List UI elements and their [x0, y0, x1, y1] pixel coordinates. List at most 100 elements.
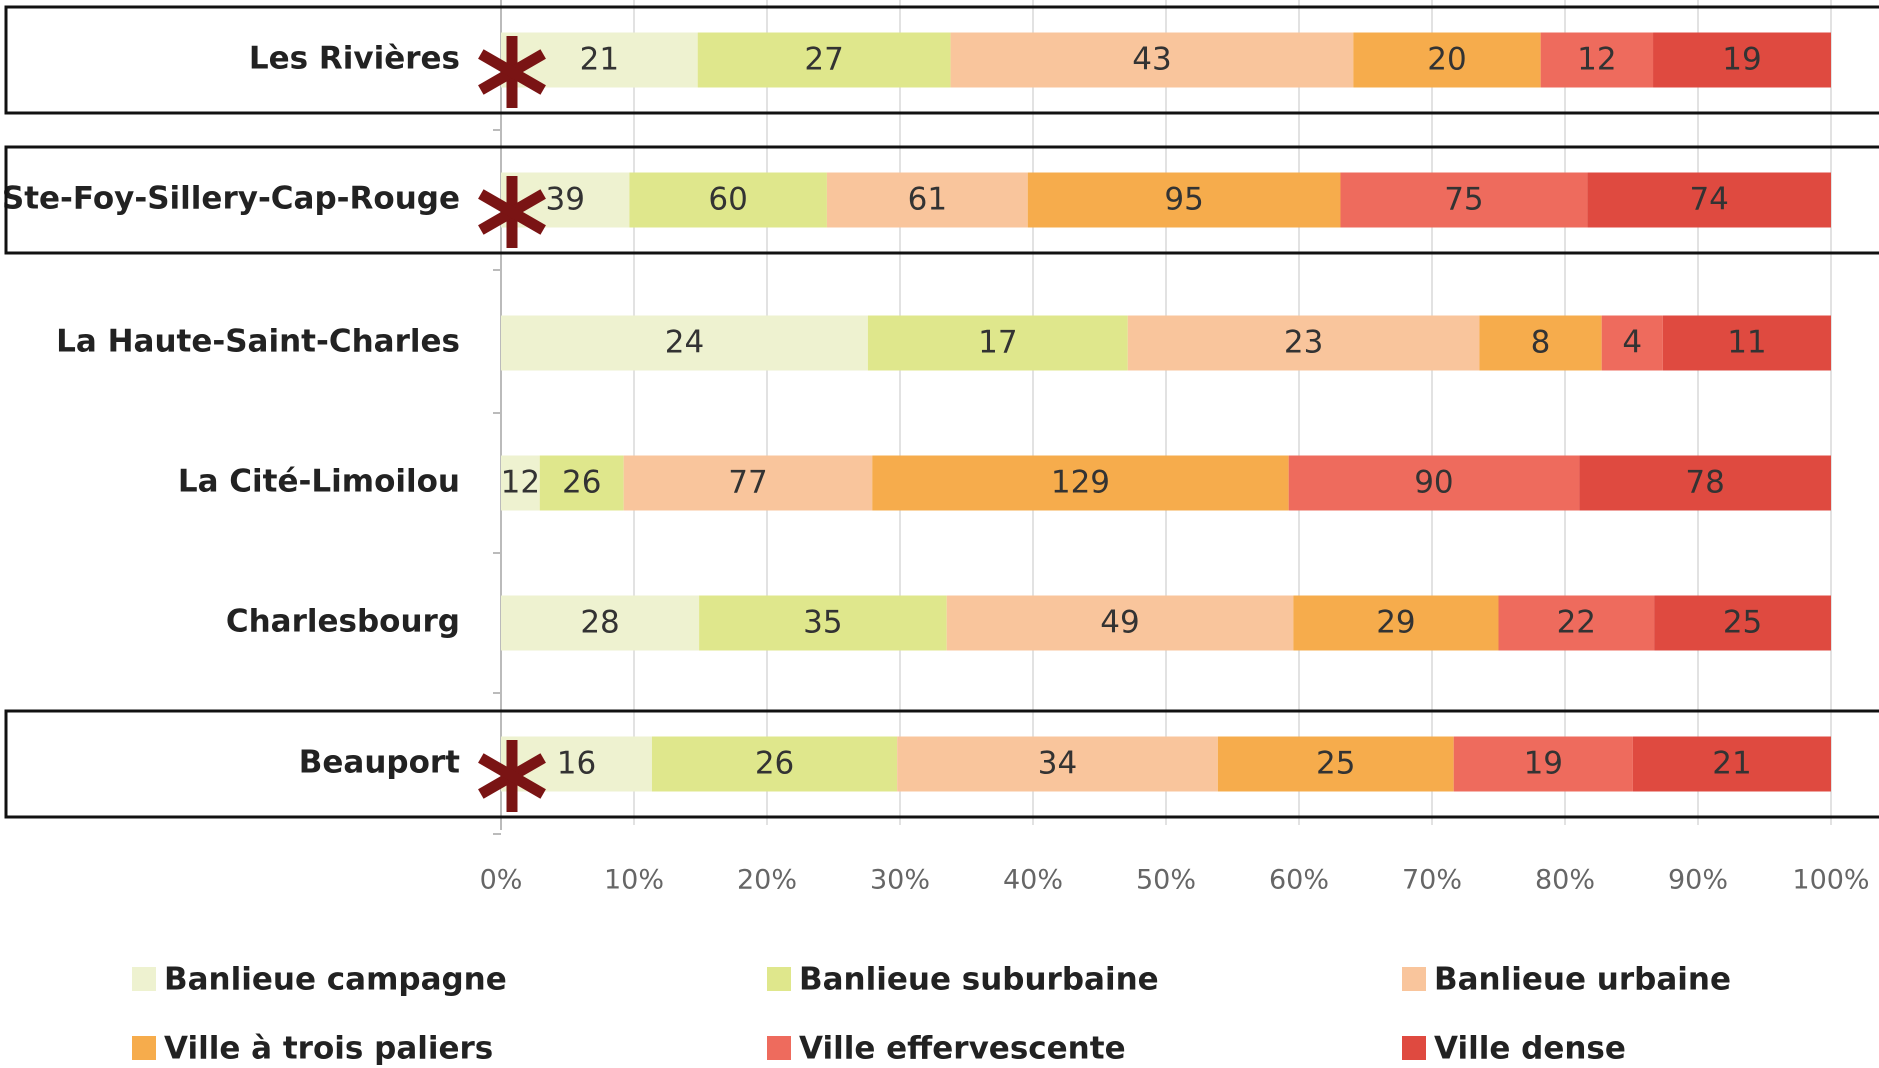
- data-label: 21: [580, 42, 619, 78]
- bar-segment: [629, 172, 827, 228]
- highlight-asterisk: [478, 189, 546, 235]
- legend-swatch: [132, 967, 156, 991]
- data-label: 61: [908, 182, 947, 218]
- x-tick-label: 70%: [1402, 865, 1462, 896]
- data-label: 20: [1427, 42, 1466, 78]
- highlight-box: [4, 709, 1879, 819]
- bar-segment: [699, 595, 947, 651]
- data-label: 60: [708, 182, 747, 218]
- data-label: 78: [1685, 465, 1724, 501]
- data-label: 16: [557, 746, 596, 782]
- legend-swatch: [767, 967, 791, 991]
- bar-segment: [897, 736, 1218, 792]
- legend-swatch: [1402, 1036, 1426, 1060]
- data-label: 22: [1557, 605, 1596, 641]
- category-label: La Haute-Saint-Charles: [56, 324, 460, 360]
- data-label: 28: [580, 605, 619, 641]
- data-label: 43: [1132, 42, 1171, 78]
- legend-swatch: [132, 1036, 156, 1060]
- data-label: 11: [1727, 325, 1766, 361]
- data-label: 26: [755, 746, 794, 782]
- data-label: 74: [1689, 182, 1728, 218]
- bar-segment: [1027, 172, 1341, 228]
- bar-segment: [1587, 172, 1831, 228]
- bar-segment: [867, 315, 1128, 371]
- bar-segment: [1498, 595, 1655, 651]
- data-label: 21: [1712, 746, 1751, 782]
- data-label: 35: [803, 605, 842, 641]
- legend-label: Ville effervescente: [799, 1031, 1126, 1067]
- bar-segment: [1579, 455, 1831, 511]
- bar-segment: [1601, 315, 1663, 371]
- data-label: 34: [1038, 746, 1077, 782]
- bar-segment: [501, 595, 700, 651]
- x-tick-label: 0%: [480, 865, 523, 896]
- bar-segment: [1340, 172, 1588, 228]
- highlight-asterisk: [478, 753, 546, 799]
- data-label: 129: [1051, 465, 1110, 501]
- highlight-box: [4, 145, 1879, 255]
- bar-segment: [1288, 455, 1580, 511]
- bar-segment: [1479, 315, 1602, 371]
- category-label: Ste-Foy-Sillery-Cap-Rouge: [2, 181, 460, 217]
- x-tick-label: 40%: [1003, 865, 1063, 896]
- data-label: 90: [1414, 465, 1453, 501]
- bar-segment: [1453, 736, 1633, 792]
- data-label: 29: [1376, 605, 1415, 641]
- data-label: 39: [545, 182, 584, 218]
- bar-segment: [950, 32, 1354, 88]
- bar-segment: [697, 32, 951, 88]
- data-label: 23: [1284, 325, 1323, 361]
- x-tick-label: 50%: [1136, 865, 1196, 896]
- data-label: 4: [1622, 325, 1642, 361]
- bar-segment: [1632, 736, 1831, 792]
- highlight-box: [4, 5, 1879, 115]
- legend-swatch: [767, 1036, 791, 1060]
- bar-segment: [1540, 32, 1654, 88]
- category-label: La Cité-Limoilou: [178, 464, 460, 500]
- bar-segment: [1654, 595, 1831, 651]
- x-tick-label: 80%: [1535, 865, 1595, 896]
- data-label: 25: [1723, 605, 1762, 641]
- bar-segment: [826, 172, 1028, 228]
- legend-label: Banlieue urbaine: [1434, 962, 1731, 998]
- x-tick-label: 100%: [1792, 865, 1869, 896]
- category-label: Beauport: [299, 745, 460, 781]
- data-label: 95: [1164, 182, 1203, 218]
- legend-label: Ville à trois paliers: [164, 1031, 493, 1067]
- bar-segment: [651, 736, 898, 792]
- x-tick-label: 60%: [1269, 865, 1329, 896]
- data-label: 77: [728, 465, 767, 501]
- data-label: 24: [665, 325, 704, 361]
- bar-segment: [501, 315, 868, 371]
- legend-label: Banlieue suburbaine: [799, 962, 1159, 998]
- data-label: 12: [501, 465, 540, 501]
- data-label: 27: [804, 42, 843, 78]
- bar-segment: [1293, 595, 1499, 651]
- data-label: 12: [1577, 42, 1616, 78]
- data-label: 19: [1722, 42, 1761, 78]
- bar-segment: [946, 595, 1294, 651]
- bar-segment: [1653, 32, 1831, 88]
- bar-segment: [1127, 315, 1480, 371]
- x-tick-label: 90%: [1668, 865, 1728, 896]
- bar-segment: [1353, 32, 1541, 88]
- bar-segment: [872, 455, 1289, 511]
- x-tick-label: 20%: [737, 865, 797, 896]
- x-tick-label: 30%: [870, 865, 930, 896]
- legend-label: Banlieue campagne: [164, 962, 507, 998]
- data-label: 75: [1444, 182, 1483, 218]
- x-tick-label: 10%: [604, 865, 664, 896]
- data-label: 8: [1531, 325, 1551, 361]
- legend-label: Ville dense: [1434, 1031, 1626, 1067]
- data-label: 17: [978, 325, 1017, 361]
- data-label: 25: [1316, 746, 1355, 782]
- data-label: 26: [562, 465, 601, 501]
- bar-segment: [1662, 315, 1831, 371]
- category-label: Les Rivières: [249, 41, 460, 77]
- data-label: 19: [1524, 746, 1563, 782]
- legend-swatch: [1402, 967, 1426, 991]
- bar-segment: [539, 455, 624, 511]
- bar-segment: [1217, 736, 1454, 792]
